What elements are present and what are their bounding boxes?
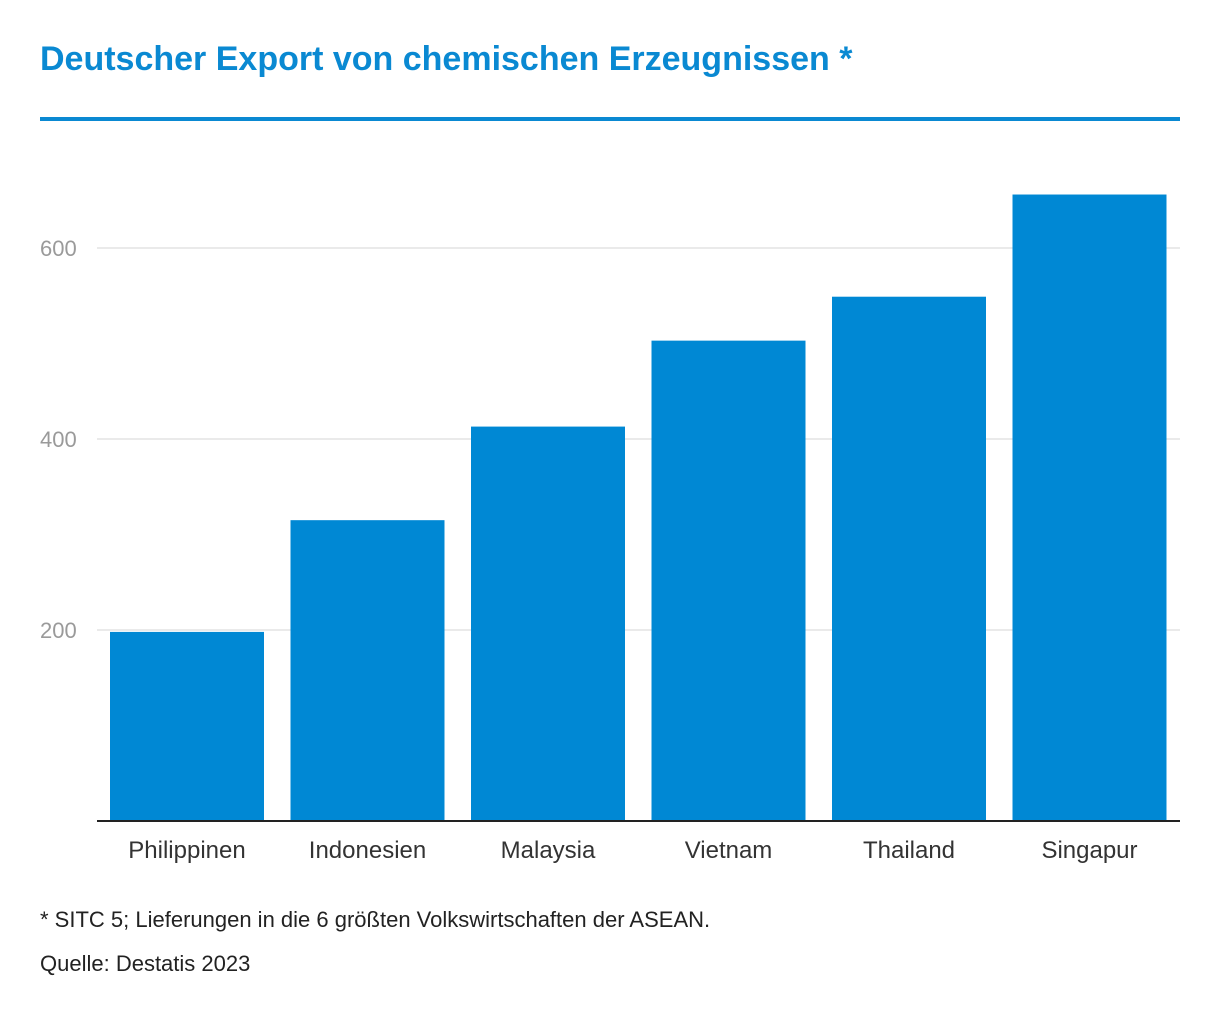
footnote: * SITC 5; Lieferungen in die 6 größten V… — [40, 907, 711, 932]
category-label-thailand: Thailand — [863, 837, 955, 864]
gridlines — [97, 247, 1180, 631]
bar-thailand — [832, 296, 986, 822]
y-tick-label: 600 — [40, 236, 77, 261]
y-tick-label: 200 — [40, 618, 77, 643]
y-axis-ticks: 200 400 600 — [40, 236, 77, 643]
title-underline — [40, 117, 1180, 121]
bars — [110, 194, 1167, 822]
bar-philippinen — [110, 631, 264, 821]
category-label-malaysia: Malaysia — [501, 837, 596, 864]
x-axis-categories: Philippinen Indonesien Malaysia Vietnam Thai… — [128, 837, 1137, 864]
chart-title: Deutscher Export von chemischen Erzeugni… — [40, 40, 853, 78]
category-label-singapur: Singapur — [1041, 837, 1137, 864]
y-tick-label: 400 — [40, 427, 77, 452]
bar-vietnam — [651, 340, 806, 821]
source-note: Quelle: Destatis 2023 — [40, 951, 251, 976]
bar-malaysia — [471, 426, 625, 821]
category-label-indonesien: Indonesien — [309, 837, 426, 864]
bar-indonesien — [290, 520, 445, 821]
bar-chart: 200 400 600 Philippinen Indonesien Malaysia V… — [40, 194, 1180, 864]
category-label-philippinen: Philippinen — [128, 837, 245, 864]
category-label-vietnam: Vietnam — [685, 837, 773, 864]
bar-singapur — [1012, 194, 1167, 821]
